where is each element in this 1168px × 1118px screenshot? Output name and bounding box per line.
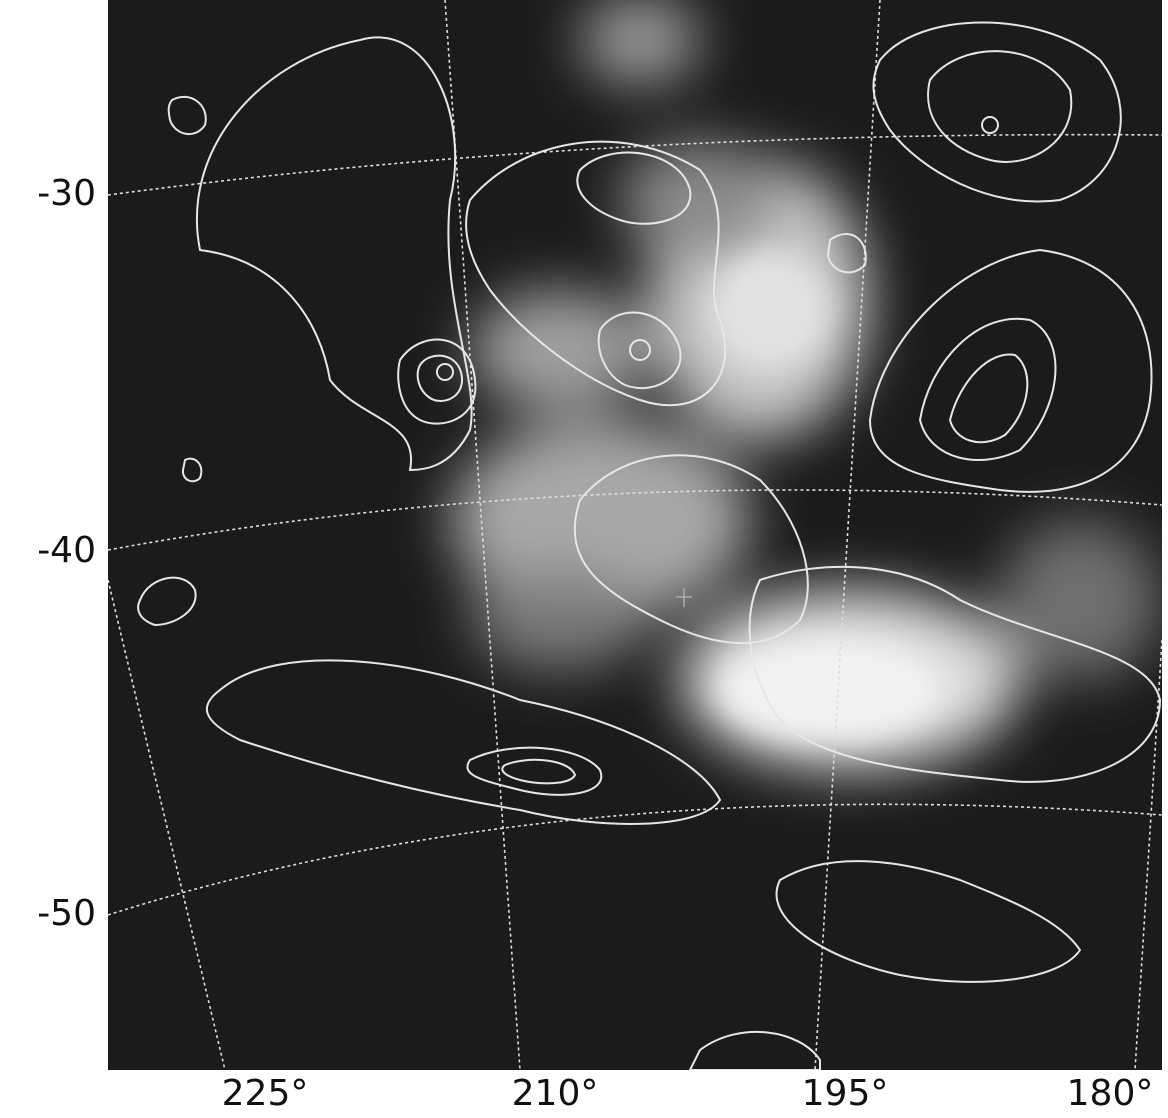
x-label: 225° bbox=[222, 1073, 309, 1114]
y-label: -40 bbox=[37, 530, 96, 571]
x-axis-labels: 225° 210° 195° 180° bbox=[222, 1073, 1154, 1114]
y-label: -50 bbox=[37, 893, 96, 934]
x-label: 180° bbox=[1067, 1073, 1154, 1114]
image-area bbox=[108, 0, 1162, 1070]
page: -30 -40 -50 225° 210° 195° 180° bbox=[0, 0, 1168, 1118]
y-axis-labels: -30 -40 -50 bbox=[37, 173, 96, 934]
x-label: 195° bbox=[802, 1073, 889, 1114]
y-label: -30 bbox=[37, 173, 96, 214]
sky-map: -30 -40 -50 225° 210° 195° 180° bbox=[0, 0, 1168, 1118]
x-label: 210° bbox=[512, 1073, 599, 1114]
